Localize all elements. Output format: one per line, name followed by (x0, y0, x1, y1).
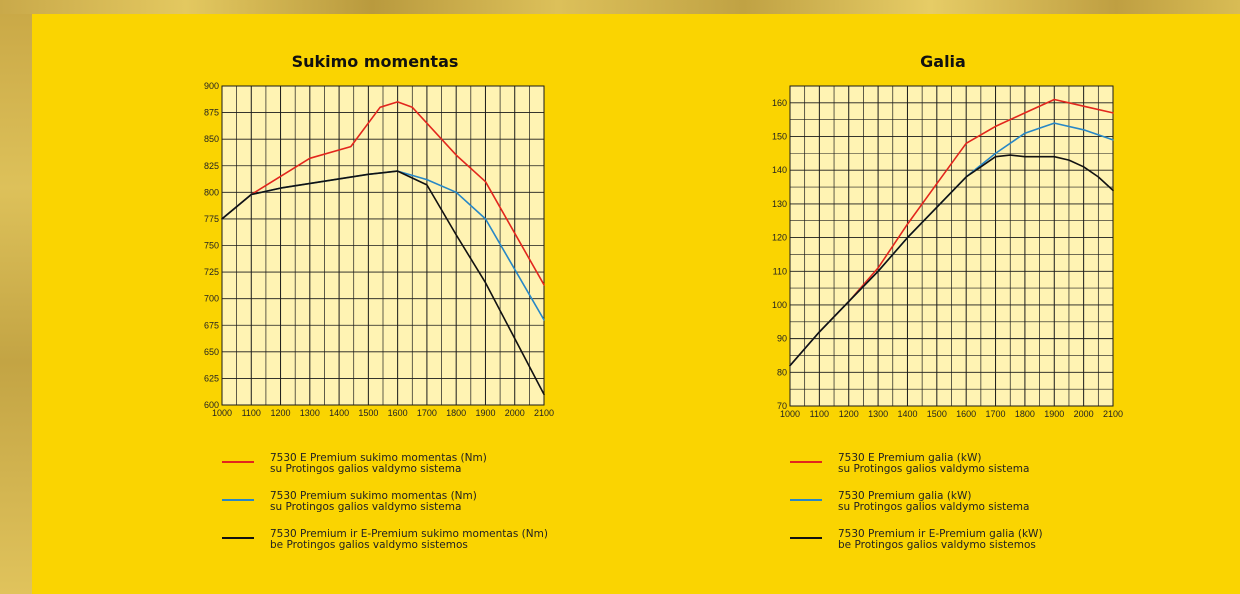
x-tick-label: 2000 (505, 408, 525, 418)
x-tick-label: 2100 (534, 408, 554, 418)
y-tick-label: 775 (204, 214, 219, 224)
x-tick-label: 1300 (300, 408, 320, 418)
chart-title: Sukimo momentas (292, 52, 459, 71)
x-tick-label: 1800 (446, 408, 466, 418)
series-line-black (221, 170, 545, 396)
legend-label: 7530 Premium ir E-Premium galia (kW) (838, 528, 1043, 540)
legend-label: 7530 Premium galia (kW) (838, 490, 972, 502)
x-tick-label: 1600 (956, 409, 976, 419)
legend-sublabel: su Protingos galios valdymo sistema (838, 463, 1030, 475)
x-tick-label: 2100 (1103, 409, 1123, 419)
y-tick-label: 160 (772, 98, 787, 108)
legend-label: 7530 Premium ir E-Premium sukimo momenta… (270, 528, 548, 540)
x-tick-label: 2000 (1074, 409, 1094, 419)
legend-sublabel: su Protingos galios valdymo sistema (270, 501, 462, 513)
legend-swatch (222, 537, 254, 539)
y-tick-label: 100 (772, 300, 787, 310)
y-tick-label: 80 (777, 367, 787, 377)
plot-frame (221, 85, 545, 406)
y-tick-label: 70 (777, 401, 787, 411)
x-tick-label: 1900 (475, 408, 495, 418)
legend-swatch (790, 499, 822, 501)
y-tick-label: 750 (204, 241, 219, 251)
x-tick-label: 1000 (780, 409, 800, 419)
legend-sublabel: be Protingos galios valdymo sistemos (270, 539, 468, 551)
legend-swatch (222, 461, 254, 463)
legend-label: 7530 E Premium galia (kW) (838, 452, 982, 464)
x-tick-label: 1000 (212, 408, 232, 418)
x-tick-label: 1500 (927, 409, 947, 419)
x-tick-label: 1200 (839, 409, 859, 419)
x-tick-label: 1800 (1015, 409, 1035, 419)
legend-label: 7530 E Premium sukimo momentas (Nm) (270, 452, 487, 464)
decorative-texture-top (0, 0, 1240, 14)
x-tick-label: 1600 (388, 408, 408, 418)
y-tick-label: 650 (204, 347, 219, 357)
series-line-black (789, 154, 1114, 367)
plot-frame (789, 85, 1114, 407)
y-tick-label: 850 (204, 134, 219, 144)
y-tick-label: 140 (772, 165, 787, 175)
x-tick-label: 1400 (329, 408, 349, 418)
legend-swatch (790, 461, 822, 463)
x-tick-label: 1400 (897, 409, 917, 419)
x-tick-label: 1100 (810, 409, 829, 419)
y-tick-label: 130 (772, 199, 787, 209)
x-tick-label: 1200 (271, 408, 291, 418)
y-tick-label: 150 (772, 132, 787, 142)
series-line-red (221, 101, 545, 286)
y-tick-label: 90 (777, 334, 787, 344)
chart-title: Galia (920, 52, 966, 71)
legend-sublabel: su Protingos galios valdymo sistema (838, 501, 1030, 513)
x-tick-label: 1300 (868, 409, 888, 419)
x-tick-label: 1700 (986, 409, 1006, 419)
legend-label: 7530 Premium sukimo momentas (Nm) (270, 490, 477, 502)
y-tick-label: 700 (204, 294, 219, 304)
y-tick-label: 725 (204, 267, 219, 277)
y-tick-label: 120 (772, 233, 787, 243)
y-tick-label: 625 (204, 373, 219, 383)
x-tick-label: 1500 (358, 408, 378, 418)
legend-swatch (790, 537, 822, 539)
legend-sublabel: be Protingos galios valdymo sistemos (838, 539, 1036, 551)
y-tick-label: 110 (773, 266, 787, 276)
y-tick-label: 675 (204, 320, 219, 330)
x-tick-label: 1700 (417, 408, 437, 418)
x-tick-label: 1900 (1044, 409, 1064, 419)
y-tick-label: 875 (204, 108, 219, 118)
decorative-texture-left (0, 14, 32, 594)
y-tick-label: 800 (204, 187, 219, 197)
x-tick-label: 1100 (242, 408, 261, 418)
y-tick-label: 825 (204, 161, 219, 171)
y-tick-label: 900 (204, 81, 219, 91)
legend-sublabel: su Protingos galios valdymo sistema (270, 463, 462, 475)
legend-swatch (222, 499, 254, 501)
y-tick-label: 600 (204, 400, 219, 410)
